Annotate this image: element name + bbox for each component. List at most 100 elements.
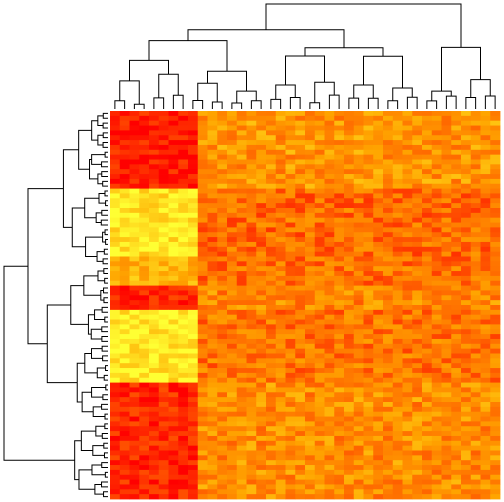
heatmap-cell (295, 450, 306, 456)
row-dendrogram-branch (102, 180, 108, 187)
heatmap-cell (168, 358, 179, 364)
heatmap-cell (314, 140, 325, 146)
heatmap-cell (275, 164, 286, 170)
heatmap-cell (431, 237, 442, 243)
heatmap-cell (188, 324, 199, 330)
heatmap-cell (334, 348, 345, 354)
heatmap-cell (363, 120, 374, 126)
heatmap-cell (451, 309, 462, 316)
heatmap-cell (149, 377, 160, 383)
heatmap-cell (412, 411, 423, 417)
heatmap-cell (353, 469, 364, 476)
heatmap-cell (168, 125, 179, 131)
heatmap-cell (129, 154, 140, 160)
heatmap-cell (344, 372, 355, 379)
heatmap-cell (295, 130, 306, 136)
row-dendrogram-branch (95, 212, 102, 224)
heatmap-cell (236, 111, 247, 117)
heatmap-cell (110, 305, 121, 311)
heatmap-cell (480, 416, 491, 422)
heatmap-cell (197, 372, 208, 379)
heatmap-cell (344, 469, 355, 476)
heatmap-cell (149, 435, 160, 442)
heatmap-cell (344, 416, 355, 422)
heatmap-cell (451, 198, 462, 204)
heatmap-cell (246, 343, 257, 350)
heatmap-cell (383, 421, 394, 427)
heatmap-cell (480, 178, 491, 185)
column-dendrogram-branch (265, 3, 462, 48)
heatmap-cell (285, 392, 296, 398)
heatmap-cell (197, 305, 208, 311)
heatmap-cell (119, 222, 130, 228)
heatmap-cell (470, 416, 481, 422)
heatmap-cell (431, 377, 442, 383)
heatmap-cell (402, 348, 413, 354)
heatmap-cell (236, 232, 247, 238)
heatmap-cell (158, 450, 169, 456)
heatmap-cell (324, 450, 335, 456)
heatmap-cell (236, 120, 247, 126)
heatmap-cell (129, 402, 140, 408)
heatmap-cell (451, 426, 462, 432)
heatmap-cell (334, 421, 345, 427)
heatmap-cell (295, 431, 306, 437)
heatmap-cell (422, 217, 433, 223)
heatmap-cell (324, 314, 335, 320)
heatmap-cell (275, 246, 286, 253)
heatmap-cell (275, 445, 286, 451)
heatmap-cell (383, 154, 394, 160)
heatmap-cell (344, 494, 355, 500)
heatmap-cell (402, 382, 413, 388)
heatmap-cell (402, 261, 413, 267)
heatmap-cell (139, 382, 150, 388)
heatmap-cell (324, 455, 335, 461)
heatmap-cell (402, 363, 413, 369)
heatmap-cell (129, 251, 140, 257)
heatmap-cell (392, 275, 403, 282)
heatmap-cell (431, 130, 442, 136)
heatmap-cell (168, 372, 179, 379)
column-dendrogram-branch (197, 82, 218, 103)
heatmap-cell (246, 309, 257, 316)
heatmap-cell (149, 445, 160, 451)
heatmap-cell (197, 479, 208, 485)
heatmap-cell (363, 246, 374, 253)
heatmap-cell (217, 246, 228, 253)
heatmap-cell (110, 266, 121, 272)
heatmap-cell (490, 416, 501, 422)
heatmap-cell (139, 489, 150, 495)
heatmap-cell (470, 183, 481, 189)
heatmap-cell (461, 217, 472, 223)
heatmap-cell (188, 435, 199, 442)
heatmap-cell (129, 392, 140, 398)
column-dendrogram-branch (192, 100, 204, 109)
heatmap-cell (392, 174, 403, 180)
heatmap-cell (451, 144, 462, 151)
heatmap-cell (256, 266, 267, 272)
heatmap-cell (480, 392, 491, 398)
heatmap-cell (178, 382, 189, 388)
heatmap-cell (470, 271, 481, 277)
heatmap-cell (441, 222, 452, 228)
heatmap-cell (490, 261, 501, 267)
heatmap-cell (431, 324, 442, 330)
heatmap-cell (334, 193, 345, 199)
heatmap-cell (129, 421, 140, 427)
heatmap-cell (334, 115, 345, 122)
heatmap-cell (480, 469, 491, 476)
heatmap-cell (188, 411, 199, 417)
heatmap-cell (353, 338, 364, 345)
heatmap-cell (285, 203, 296, 209)
heatmap-cell (285, 144, 296, 151)
heatmap-cell (412, 111, 423, 117)
heatmap-cell (412, 421, 423, 427)
heatmap-cell (412, 450, 423, 456)
heatmap-cell (363, 159, 374, 165)
heatmap-cell (373, 285, 384, 291)
heatmap-cell (207, 460, 218, 466)
heatmap-cell (363, 363, 374, 369)
heatmap-cell (275, 450, 286, 456)
heatmap-cell (314, 290, 325, 296)
heatmap-cell (470, 440, 481, 447)
